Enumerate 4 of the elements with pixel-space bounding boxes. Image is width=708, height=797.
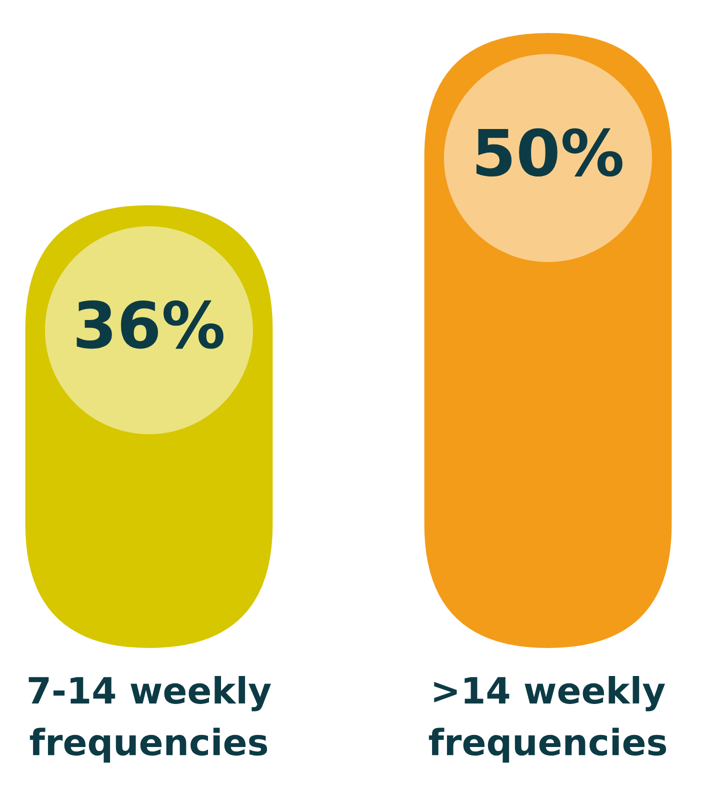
- data-label: 50%: [476, 128, 622, 177]
- data-label: 36%: [76, 300, 224, 349]
- x-tick-label: 7-14 weekly frequencies: [28, 676, 271, 763]
- x-tick-label: >14 weekly frequencies: [428, 676, 666, 763]
